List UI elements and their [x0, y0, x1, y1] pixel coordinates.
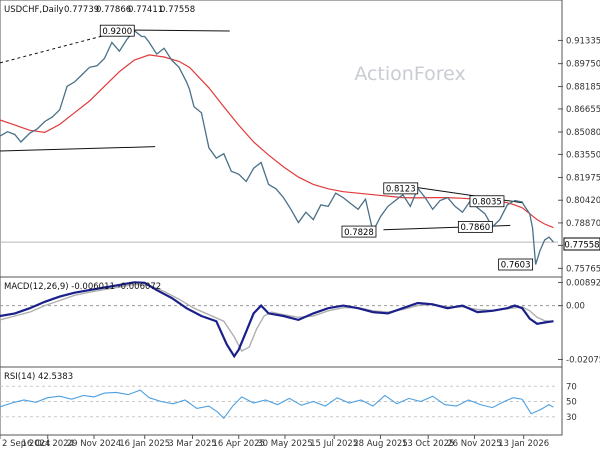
- price-y-tick-label: 0.75765: [566, 264, 600, 274]
- macd-y-tick-label: -0.020759: [566, 355, 600, 365]
- rsi-line: [0, 389, 554, 420]
- price-trendlines: [0, 29, 558, 243]
- annotation-box: [99, 24, 135, 37]
- macd-y-axis: 0.008923 0.00 -0.020759: [558, 278, 600, 365]
- annotation-box: [341, 225, 377, 238]
- macd-y-tick-label: 0.00: [566, 302, 585, 312]
- price-panel: 0.9200 0.8123 0.8035 0.7828 0.7860 0.7603 0.9…: [0, 0, 600, 278]
- price-y-tick-label: 0.91335: [566, 36, 600, 46]
- x-tick-label: 16 Jan 2025: [119, 439, 170, 449]
- price-ohlc-low: 0.77411: [128, 5, 163, 15]
- price-y-tick-label: 0.78870: [566, 219, 600, 229]
- macd-main-line: [0, 281, 554, 359]
- x-tick-label: 3 Mar 2025: [168, 439, 216, 449]
- x-tick-label: 30 May 2025: [257, 439, 312, 449]
- price-annotation: 0.7828: [341, 225, 377, 238]
- x-tick-label: 26 Nov 2025: [447, 439, 501, 449]
- price-y-tick-label: 0.89750: [566, 60, 600, 70]
- price-ohlc-open: 0.77739: [64, 5, 99, 15]
- price-y-tick-label: 0.83550: [566, 150, 600, 160]
- x-tick-label: 13 Oct 2025: [402, 439, 455, 449]
- price-gridlines: [558, 39, 563, 269]
- last-price-marker: 0.77558: [563, 237, 600, 251]
- trendline: [125, 29, 230, 32]
- price-y-tick-label: 0.80420: [566, 196, 600, 206]
- annotation-box: [457, 220, 493, 233]
- x-tick-label: 13 Jan 2026: [498, 439, 549, 449]
- annotation-box: [469, 195, 505, 208]
- trendline: [0, 146, 156, 152]
- x-tick-label: 15 Jul 2025: [310, 439, 358, 449]
- price-y-tick-label: 0.86655: [566, 105, 600, 115]
- annotation-box: [383, 182, 419, 195]
- trendline: [417, 187, 523, 204]
- x-tick-label: 16 Oct 2024: [21, 439, 74, 449]
- last-price-label: 0.77558: [564, 241, 599, 251]
- price-y-tick-label: 0.85080: [566, 128, 600, 138]
- x-tick-label: 2 Sep 2024: [2, 439, 50, 449]
- rsi-y-tick-label: 30: [566, 413, 577, 423]
- annotation-label: 0.8123: [386, 185, 416, 195]
- rsi-y-tick-label: 50: [566, 398, 577, 408]
- rsi-panel-frame: [0, 366, 563, 436]
- price-annotation: 0.9200: [99, 24, 135, 37]
- annotation-label: 0.7603: [501, 261, 531, 271]
- last-price-box: [563, 237, 600, 251]
- price-y-tick-label: 0.88185: [566, 83, 600, 93]
- price-annotation: 0.7603: [498, 258, 534, 271]
- macd-signal-line: [0, 283, 554, 352]
- price-annotation: 0.8035: [469, 195, 505, 208]
- rsi-y-tick-label: 70: [566, 382, 577, 392]
- annotation-label: 0.7828: [344, 228, 374, 238]
- price-annotation: 0.8123: [383, 182, 419, 195]
- rsi-y-axis: 70 50 30: [566, 382, 577, 423]
- x-tick-label: 28 Aug 2025: [353, 439, 407, 449]
- macd-title: MACD(12,26,9) -0.006011 -0.006072: [4, 282, 161, 292]
- annotation-label: 0.8035: [472, 197, 502, 207]
- annotation-label: 0.7860: [460, 223, 490, 233]
- price-line: [0, 29, 554, 265]
- watermark-text: ActionForex: [354, 63, 465, 85]
- price-ohlc-close: 0.77558: [160, 5, 195, 15]
- annotation-label: 0.9200: [102, 27, 132, 37]
- price-ohlc-high: 0.77866: [96, 5, 131, 15]
- x-tick-label: 29 Nov 2024: [67, 439, 121, 449]
- price-annotation: 0.7860: [457, 220, 493, 233]
- price-title: USDCHF,Daily 0.77739 0.77866 0.77411 0.7…: [4, 5, 195, 15]
- annotation-box: [498, 258, 534, 271]
- x-tick-label: 16 Apr 2025: [212, 439, 265, 449]
- price-y-tick-label: 0.81975: [566, 173, 600, 183]
- rsi-panel: 70 50 30 RSI(14) 42.5383: [0, 366, 577, 436]
- price-annotations: 0.9200 0.8123 0.8035 0.7828 0.7860 0.7603: [99, 24, 534, 271]
- macd-y-tick-label: 0.008923: [566, 278, 600, 288]
- price-title-label: USDCHF,Daily: [4, 5, 64, 15]
- rsi-title: RSI(14) 42.5383: [4, 372, 73, 382]
